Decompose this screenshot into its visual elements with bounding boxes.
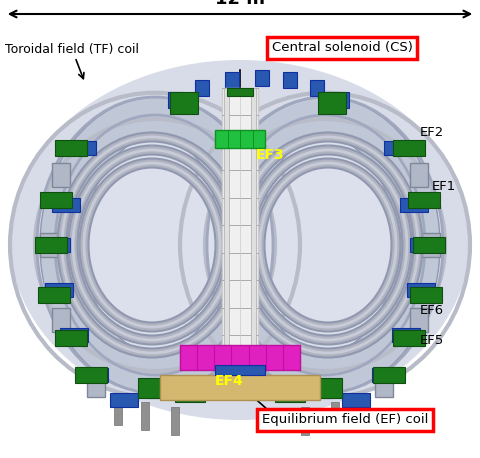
Bar	[393, 330, 425, 346]
Bar	[80, 368, 108, 382]
Bar	[195, 80, 209, 96]
Bar	[60, 328, 88, 342]
Bar	[55, 140, 87, 156]
Bar	[413, 237, 445, 253]
Ellipse shape	[10, 60, 470, 420]
Bar	[170, 92, 198, 114]
Bar	[215, 365, 265, 375]
Bar	[110, 393, 138, 407]
Bar	[38, 287, 70, 303]
Bar	[335, 92, 349, 108]
Bar	[114, 397, 122, 425]
Bar	[168, 92, 182, 108]
Bar	[410, 308, 428, 332]
Bar	[407, 283, 435, 297]
Bar	[35, 237, 67, 253]
Text: EF3: EF3	[256, 148, 284, 162]
Bar	[52, 198, 80, 212]
Bar	[275, 384, 305, 402]
Bar	[180, 345, 300, 370]
Text: Equilibrium field (EF) coil: Equilibrium field (EF) coil	[262, 414, 428, 426]
Bar	[331, 402, 339, 430]
Text: 12 m: 12 m	[215, 0, 265, 8]
Bar	[392, 328, 420, 342]
Bar	[227, 88, 253, 96]
Bar	[408, 192, 440, 208]
Bar	[410, 163, 428, 187]
Bar	[307, 378, 342, 398]
Bar	[310, 80, 324, 96]
Bar	[372, 368, 400, 382]
Bar	[215, 130, 265, 148]
Bar	[87, 373, 105, 397]
Bar	[400, 198, 428, 212]
Bar	[52, 163, 70, 187]
Bar	[171, 407, 179, 435]
Bar	[224, 88, 229, 390]
Ellipse shape	[40, 98, 270, 393]
Bar	[52, 308, 70, 332]
Bar	[384, 141, 412, 155]
Bar	[42, 238, 70, 252]
Bar	[141, 402, 149, 430]
Text: EF5: EF5	[420, 333, 444, 347]
Text: EF1: EF1	[432, 180, 456, 193]
Bar	[160, 375, 320, 400]
Bar	[55, 330, 87, 346]
Text: Central solenoid (CS): Central solenoid (CS)	[272, 42, 413, 55]
Bar	[393, 140, 425, 156]
Bar	[422, 233, 440, 257]
Bar	[225, 72, 239, 88]
Bar	[283, 72, 297, 88]
Bar	[410, 287, 442, 303]
Bar	[175, 384, 205, 402]
Ellipse shape	[255, 137, 395, 353]
Bar	[318, 92, 346, 114]
Text: EF2: EF2	[420, 126, 444, 140]
Bar	[40, 233, 58, 257]
Bar	[40, 192, 72, 208]
Bar	[251, 88, 256, 390]
Bar	[410, 238, 438, 252]
Text: EF4: EF4	[215, 374, 243, 388]
Bar	[255, 70, 269, 86]
Text: EF6: EF6	[420, 305, 444, 317]
Bar	[68, 141, 96, 155]
Bar	[375, 373, 393, 397]
Bar	[358, 397, 366, 425]
Ellipse shape	[210, 98, 440, 393]
Bar	[342, 393, 370, 407]
Bar	[45, 283, 73, 297]
Bar	[301, 407, 309, 435]
Bar	[222, 88, 258, 390]
Text: Toroidal field (TF) coil: Toroidal field (TF) coil	[5, 44, 139, 56]
Ellipse shape	[85, 137, 225, 353]
Bar	[75, 367, 107, 383]
Bar	[138, 378, 173, 398]
Bar	[373, 367, 405, 383]
